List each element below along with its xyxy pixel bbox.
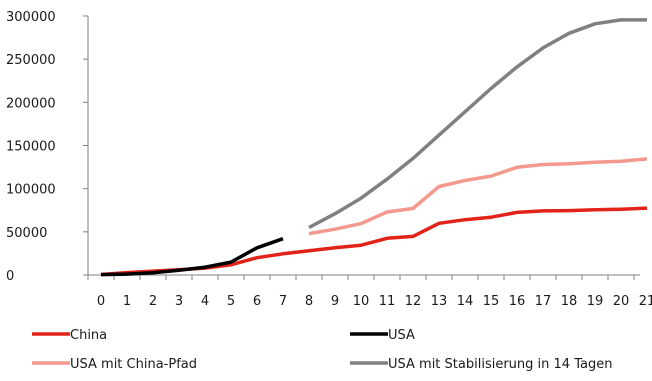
y-tick-label: 0 xyxy=(6,269,14,284)
y-tick-label: 250000 xyxy=(6,53,56,68)
x-tick-label: 0 xyxy=(97,294,105,309)
x-tick-label: 1 xyxy=(123,294,131,309)
y-tick-label: 200000 xyxy=(6,96,56,111)
x-tick-label: 21 xyxy=(639,294,652,309)
x-tick-label: 2 xyxy=(149,294,157,309)
y-axis-ticks: 0 50000 100000 150000 200000 250000 300000 xyxy=(6,10,88,284)
y-tick-label: 300000 xyxy=(6,10,56,25)
series-lines xyxy=(100,18,648,277)
x-tick-label: 20 xyxy=(613,294,630,309)
x-tick-label: 11 xyxy=(379,294,396,309)
series-line-usa-mit-china-pfad xyxy=(308,157,648,236)
x-tick-label: 6 xyxy=(253,294,261,309)
x-tick-label: 14 xyxy=(457,294,474,309)
legend-item: USA mit China-Pfad xyxy=(32,357,197,372)
x-tick-label: 17 xyxy=(535,294,552,309)
x-tick-label: 19 xyxy=(587,294,604,309)
x-tick-label: 3 xyxy=(175,294,183,309)
legend-item: USA mit Stabilisierung in 14 Tagen xyxy=(350,357,612,372)
x-tick-label: 15 xyxy=(483,294,500,309)
y-tick-label: 150000 xyxy=(6,140,56,155)
y-tick-label: 100000 xyxy=(6,183,56,198)
legend-label: USA xyxy=(388,328,415,343)
y-tick-label: 50000 xyxy=(6,226,47,241)
legend-label: China xyxy=(70,328,107,343)
series-line-usa-mit-stabilisierung-in-14-tagen xyxy=(308,18,647,230)
legend: China USA USA mit China-Pfad USA mit Stabil… xyxy=(32,328,612,372)
x-tick-label: 9 xyxy=(331,294,339,309)
legend-item: USA xyxy=(350,328,415,343)
series-line-usa xyxy=(100,237,284,277)
x-tick-label: 13 xyxy=(431,294,448,309)
x-tick-label: 8 xyxy=(305,294,313,309)
x-tick-label: 5 xyxy=(227,294,235,309)
x-tick-label: 18 xyxy=(561,294,578,309)
x-tick-label: 4 xyxy=(201,294,209,309)
legend-label: USA mit Stabilisierung in 14 Tagen xyxy=(388,357,612,372)
legend-item: China xyxy=(32,328,107,343)
x-tick-label: 16 xyxy=(509,294,526,309)
x-axis-ticks: 0 1 2 3 4 5 6 7 8 9 10 11 12 13 14 15 16 17 18 19 20 21 xyxy=(87,275,652,309)
legend-label: USA mit China-Pfad xyxy=(70,357,197,372)
x-tick-label: 7 xyxy=(279,294,287,309)
x-tick-label: 12 xyxy=(405,294,422,309)
x-tick-label: 10 xyxy=(353,294,370,309)
